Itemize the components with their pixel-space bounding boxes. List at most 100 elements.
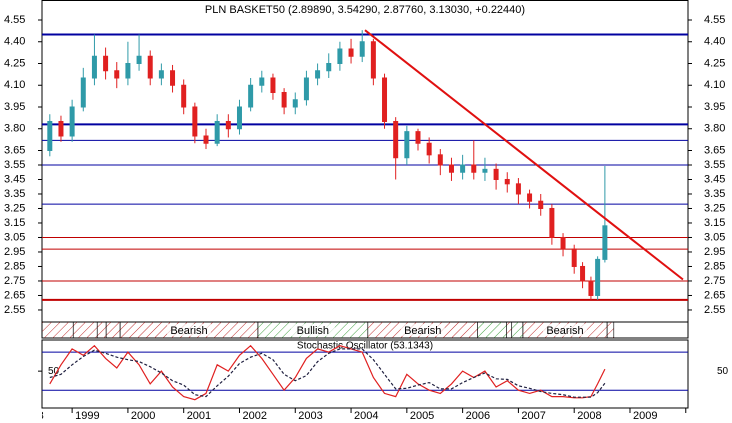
candle-body (270, 77, 276, 93)
y-tick-label-right: 4.10 (704, 79, 725, 91)
y-tick-label: 2.95 (4, 246, 25, 258)
y-tick-label: 3.15 (4, 217, 25, 229)
candle-body (326, 63, 332, 72)
y-tick-label-right: 4.25 (704, 57, 725, 69)
y-tick-label-right: 3.65 (704, 144, 725, 156)
y-tick-label-right: 3.35 (704, 188, 725, 200)
y-tick-label-right: 3.95 (704, 101, 725, 113)
candle-body (147, 55, 153, 79)
candle-body (259, 77, 265, 86)
y-tick-label: 3.80 (4, 123, 25, 135)
x-tick-label: 2005 (410, 410, 434, 422)
candle-body (158, 70, 164, 79)
candle-body (460, 164, 466, 173)
candle-body (125, 63, 131, 79)
candle-body (192, 106, 198, 137)
candle-body (580, 265, 586, 282)
candle-body (203, 135, 209, 144)
y-tick-label: 3.95 (4, 101, 25, 113)
y-tick-label: 4.40 (4, 36, 25, 48)
y-tick-label: 4.55 (4, 14, 25, 26)
y-tick-label-right: 4.55 (704, 14, 725, 26)
x-tick-label: 2000 (131, 410, 155, 422)
trend-region (477, 321, 507, 339)
plot-area (42, 29, 688, 301)
x-tick-label: 1998 (19, 410, 43, 422)
candle-body (91, 55, 97, 79)
candle-body (482, 168, 488, 173)
y-tick-label-right: 3.05 (704, 231, 725, 243)
x-tick-label: 2001 (187, 410, 211, 422)
candle-body (58, 120, 64, 137)
candle-body (588, 280, 594, 296)
y-tick-label: 3.65 (4, 144, 25, 156)
oscillator-panel (41, 339, 689, 409)
y-tick-label-right: 3.45 (704, 173, 725, 185)
x-tick-label: 2009 (633, 410, 657, 422)
x-tick-label: 2006 (466, 410, 490, 422)
y-tick-label: 2.75 (4, 275, 25, 287)
candle-body (393, 120, 399, 159)
y-tick-label-right: 3.55 (704, 159, 725, 171)
region-label-bg (290, 324, 335, 336)
candle-body (281, 91, 287, 108)
candle-body (426, 142, 432, 156)
y-tick-label-right: 2.65 (704, 289, 725, 301)
candle-body (225, 120, 231, 130)
candle-body (136, 55, 142, 65)
y-tick-label: 2.55 (4, 304, 25, 316)
candle-body (382, 77, 388, 122)
candle-body (538, 200, 544, 209)
region-label-bg (400, 324, 445, 336)
candle-body (471, 164, 477, 173)
x-axis: 1998 1999 2000 2001 2002 2003 2004 2005 2006 2007… (19, 408, 687, 422)
trend-region (72, 321, 98, 339)
candle-body (114, 70, 120, 79)
x-tick-label: 2004 (354, 410, 378, 422)
candle-body (515, 183, 521, 195)
candle-body (292, 99, 298, 108)
candle-body (437, 154, 443, 166)
candle-body (527, 193, 533, 202)
candle-body (370, 41, 376, 79)
candle-body (493, 168, 499, 180)
chart-title: PLN BASKET50 (2.89890, 3.54290, 2.87760,… (205, 4, 525, 16)
x-tick-label: 2008 (577, 410, 601, 422)
candle-body (248, 84, 254, 108)
candle-body (80, 77, 86, 108)
region-label-bg (166, 324, 211, 336)
candle-body (236, 106, 242, 130)
candle-body (170, 70, 176, 86)
y-tick-label: 4.10 (4, 79, 25, 91)
oscillator-tick-label-right: 50 (717, 366, 729, 377)
region-label: Bearish (170, 325, 207, 337)
y-tick-label: 3.45 (4, 173, 25, 185)
candle-body (47, 120, 53, 151)
y-tick-label: 4.25 (4, 57, 25, 69)
candle-body (415, 131, 421, 144)
y-tick-label: 2.85 (4, 260, 25, 272)
candle-body (571, 248, 577, 267)
candle-body (602, 225, 608, 260)
trend-region (506, 321, 513, 339)
oscillator-title: Stochastic Oscillator (53.1343) (297, 341, 433, 352)
y-tick-label-right: 2.85 (704, 260, 725, 272)
x-tick-label: 2003 (298, 410, 322, 422)
y-tick-label-right: 3.80 (704, 123, 725, 135)
y-tick-label-right: 3.15 (704, 217, 725, 229)
candle-body (69, 106, 75, 137)
y-tick-label-right: 2.75 (704, 275, 725, 287)
oscillator-tick-label: 50 (48, 366, 60, 377)
oscillator-line (49, 344, 606, 401)
y-tick-label: 3.25 (4, 202, 25, 214)
trend-region (96, 321, 107, 339)
trend-region (105, 321, 121, 339)
x-tick-label: 2002 (242, 410, 266, 422)
candle-body (359, 41, 365, 57)
trend-region (41, 321, 74, 339)
y-tick-label-right: 4.40 (704, 36, 725, 48)
x-tick-label: 2007 (521, 410, 545, 422)
candle-body (337, 48, 343, 65)
region-label-bg (542, 324, 587, 336)
